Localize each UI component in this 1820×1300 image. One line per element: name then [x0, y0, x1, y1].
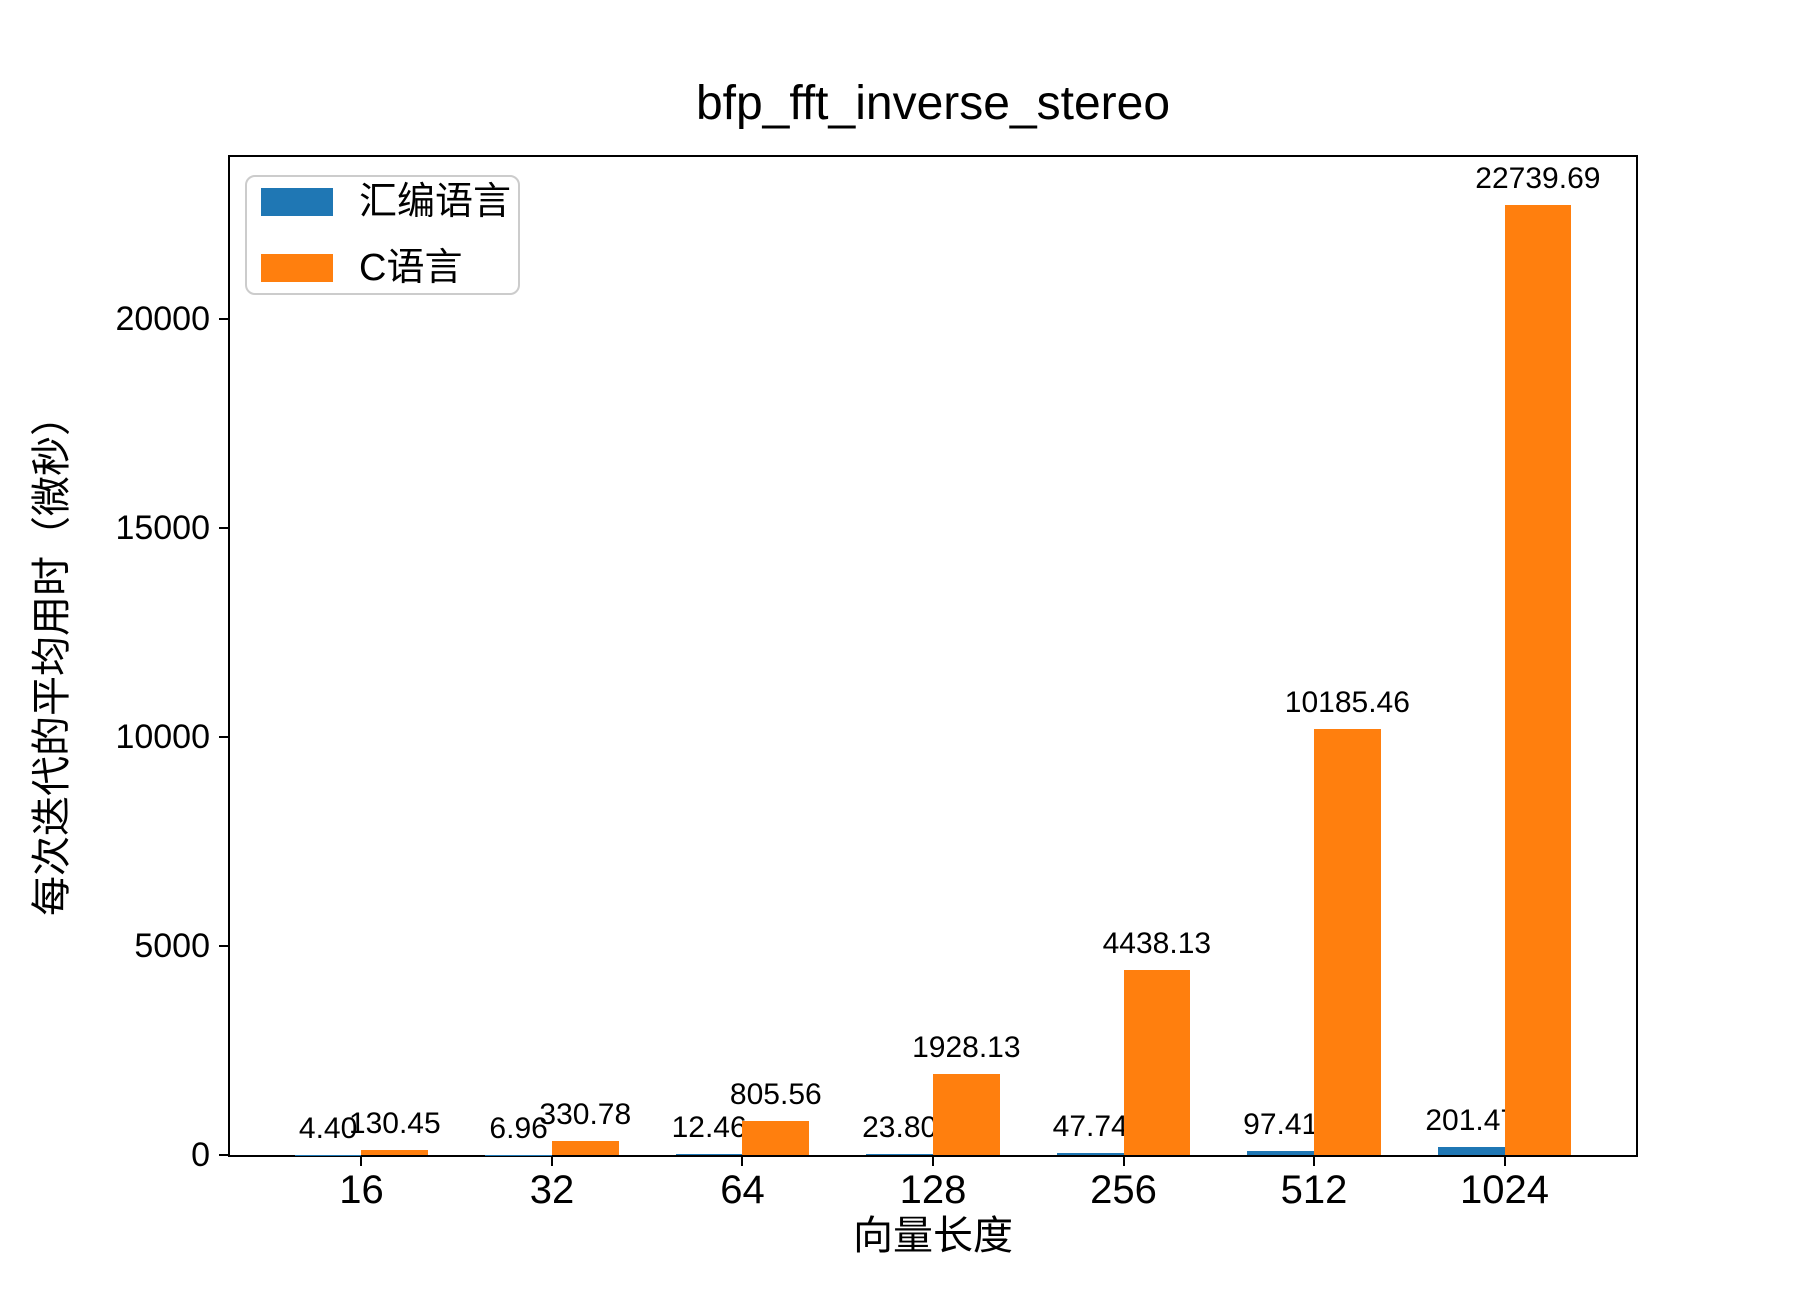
- bar-c-256: [1123, 969, 1191, 1155]
- bar-value-label-assembly-128: 23.80: [862, 1111, 938, 1145]
- bar-value-label-assembly-512: 97.41: [1243, 1107, 1319, 1141]
- x-axis-label: 向量长度: [853, 1214, 1013, 1258]
- y-tick-mark-15000: [219, 527, 228, 530]
- x-tick-mark-64: [741, 1157, 744, 1166]
- legend-swatch-c-icon: [261, 254, 333, 282]
- y-tick-mark-20000: [219, 318, 228, 321]
- bar-value-label-c-1024: 22739.69: [1475, 161, 1601, 195]
- legend-label-assembly: 汇编语言: [359, 181, 512, 223]
- bar-value-label-assembly-1024: 201.47: [1425, 1103, 1518, 1137]
- y-tick-mark-0: [219, 1154, 228, 1156]
- bar-c-32: [551, 1141, 619, 1155]
- x-tick-mark-1024: [1503, 1157, 1506, 1166]
- bar-c-512: [1314, 729, 1381, 1155]
- y-tick-mark-10000: [219, 736, 228, 739]
- bar-value-label-c-128: 1928.13: [912, 1031, 1021, 1065]
- x-tick-label-128: 128: [899, 1168, 967, 1212]
- legend-swatch-assembly-icon: [261, 188, 333, 216]
- bar-value-label-assembly-256: 47.74: [1052, 1110, 1128, 1144]
- bar-assembly-256: [1056, 1153, 1124, 1155]
- y-tick-label-5000: 5000: [134, 927, 210, 965]
- x-tick-label-64: 64: [720, 1168, 765, 1212]
- bar-value-label-assembly-16: 4.40: [298, 1111, 358, 1145]
- x-tick-label-16: 16: [339, 1168, 384, 1212]
- legend-item-assembly: 汇编语言: [261, 182, 518, 222]
- y-tick-label-20000: 20000: [115, 300, 210, 339]
- bar-assembly-512: [1247, 1150, 1315, 1155]
- x-tick-mark-128: [932, 1157, 934, 1166]
- chart-title: bfp_fft_inverse_stereo: [695, 77, 1171, 130]
- bar-assembly-1024: [1437, 1146, 1505, 1155]
- bar-value-label-c-16: 130.45: [348, 1106, 441, 1140]
- bar-c-128: [933, 1074, 1000, 1155]
- bar-value-label-assembly-64: 12.46: [671, 1111, 747, 1145]
- x-tick-label-32: 32: [529, 1168, 575, 1212]
- bar-value-label-c-32: 330.78: [539, 1098, 632, 1132]
- x-tick-mark-32: [550, 1157, 553, 1166]
- legend-item-c: C语言: [261, 248, 518, 288]
- y-tick-label-15000: 15000: [115, 509, 210, 548]
- x-tick-label-1024: 1024: [1460, 1168, 1550, 1212]
- x-tick-mark-256: [1122, 1157, 1125, 1166]
- legend-label-c: C语言: [359, 247, 463, 289]
- bar-value-label-c-256: 4438.13: [1102, 926, 1212, 960]
- bar-c-1024: [1504, 204, 1572, 1155]
- bar-c-16: [361, 1149, 429, 1155]
- bar-value-label-assembly-32: 6.96: [489, 1111, 548, 1145]
- bar-c-64: [742, 1121, 810, 1155]
- bar-value-label-c-64: 805.56: [729, 1078, 822, 1112]
- x-tick-mark-16: [360, 1157, 363, 1166]
- bar-assembly-64: [675, 1154, 743, 1155]
- x-tick-label-256: 256: [1090, 1168, 1157, 1212]
- x-tick-label-512: 512: [1280, 1168, 1348, 1212]
- plot-area: 4.40 6.96 12.46 23.80 47.74 97.41 201.47 130.45…: [228, 155, 1638, 1157]
- y-tick-mark-5000: [219, 945, 228, 947]
- y-tick-label-0: 0: [191, 1136, 210, 1174]
- legend: 汇编语言 C语言: [245, 175, 520, 295]
- y-axis-label: 每次迭代的平均用时（微秒）: [30, 396, 74, 916]
- bar-value-label-c-512: 10185.46: [1284, 686, 1410, 720]
- bar-assembly-128: [866, 1154, 933, 1155]
- x-tick-mark-512: [1313, 1157, 1316, 1166]
- y-tick-label-10000: 10000: [115, 718, 210, 757]
